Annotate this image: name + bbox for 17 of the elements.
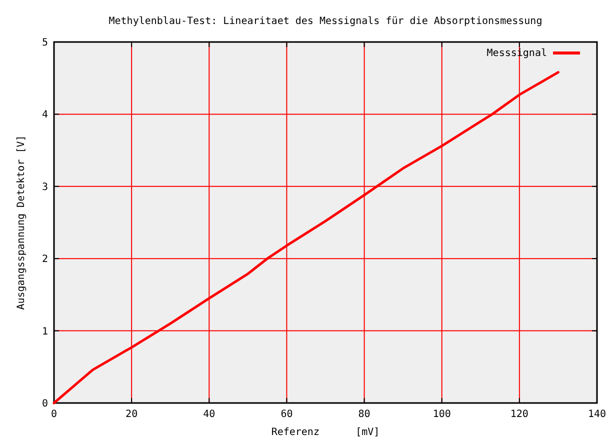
x-tick-label: 120 bbox=[510, 409, 528, 420]
x-axis-title: Referenz [mV] bbox=[271, 427, 380, 438]
x-tick-label: 60 bbox=[280, 409, 293, 420]
x-tick-label: 80 bbox=[358, 409, 370, 420]
y-tick-label: 2 bbox=[42, 254, 48, 266]
y-tick-label: 3 bbox=[42, 182, 48, 193]
y-tick-label: 0 bbox=[42, 398, 48, 410]
y-tick-label: 1 bbox=[42, 326, 48, 338]
x-tick-label: 20 bbox=[126, 409, 138, 420]
y-tick-label: 5 bbox=[42, 38, 48, 48]
x-tick-label: 140 bbox=[588, 409, 606, 420]
x-tick-label: 0 bbox=[50, 409, 58, 420]
x-tick-label: 40 bbox=[203, 409, 216, 420]
y-axis-title: Ausgangsspannung Detektor [V] bbox=[16, 135, 27, 310]
y-tick-label: 4 bbox=[42, 110, 48, 121]
chart-title: Methylenblau-Test: Linearitaet des Messignals für die Absorptionsmessung bbox=[108, 16, 542, 27]
x-tick-label: 100 bbox=[432, 409, 451, 420]
